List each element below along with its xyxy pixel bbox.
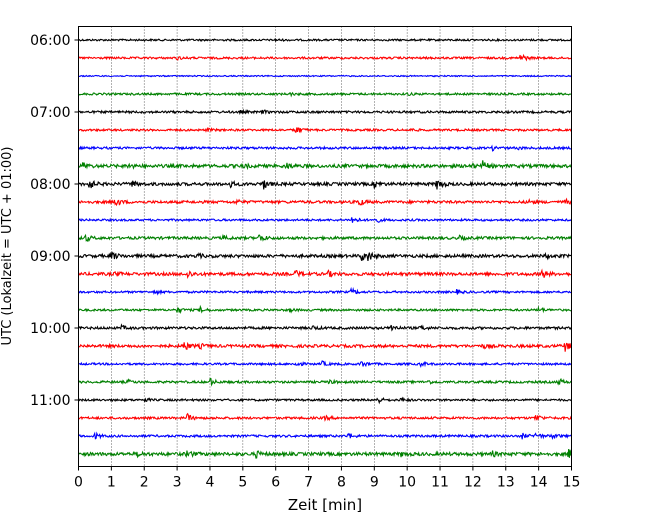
trace-line (78, 53, 572, 62)
x-axis: 0 1 2 3 4 5 6 7 8 9 10 11 12 13 14 15 (74, 466, 581, 491)
y-tick-label: 06:00 (30, 33, 70, 49)
x-tick-label: 6 (271, 475, 280, 491)
trace-line (78, 360, 572, 368)
x-axis-label: Zeit [min] (288, 496, 362, 514)
x-tick-label: 13 (497, 475, 515, 491)
plot-frame (78, 26, 572, 467)
trace-line (78, 197, 572, 207)
trace-line (78, 74, 572, 78)
x-tick-label: 15 (563, 475, 581, 491)
x-tick-label: 9 (370, 475, 379, 491)
trace-line (78, 377, 572, 387)
trace-line (78, 126, 572, 134)
x-tick-label: 11 (431, 475, 449, 491)
trace-line (78, 431, 572, 440)
trace-line (77, 323, 572, 332)
traces (77, 37, 573, 459)
trace-line (78, 160, 572, 171)
y-tick-label: 07:00 (30, 105, 70, 121)
x-tick-label: 3 (173, 475, 182, 491)
x-tick-label: 12 (464, 475, 482, 491)
trace-line (78, 91, 572, 98)
trace-line (78, 144, 572, 152)
x-tick-label: 8 (337, 475, 346, 491)
trace-line (78, 396, 572, 405)
trace-line (78, 341, 572, 352)
y-axis: 06:00 07:00 08:00 09:00 10:00 11:00 (30, 33, 79, 409)
y-tick-label: 08:00 (30, 177, 70, 193)
y-tick-label: 10:00 (30, 321, 70, 337)
trace-line (77, 179, 572, 190)
x-tick-label: 1 (107, 475, 116, 491)
x-tick-label: 2 (140, 475, 149, 491)
y-tick-label: 11:00 (30, 393, 70, 409)
trace-line (78, 448, 573, 459)
y-axis-label: UTC (Lokalzeit = UTC + 01:00) (0, 147, 15, 346)
trace-line (78, 108, 572, 116)
x-tick-label: 0 (74, 475, 83, 491)
trace-line (78, 304, 572, 315)
x-tick-label: 10 (398, 475, 416, 491)
grid (111, 26, 539, 467)
trace-line (78, 217, 572, 223)
trace-line (78, 268, 572, 279)
trace-line (78, 412, 573, 422)
trace-line (78, 37, 572, 43)
x-tick-label: 7 (304, 475, 313, 491)
trace-line (78, 286, 572, 296)
trace-line (78, 233, 572, 243)
x-tick-label: 14 (530, 475, 548, 491)
x-tick-label: 4 (206, 475, 215, 491)
trace-line (77, 251, 572, 262)
y-tick-label: 09:00 (30, 249, 70, 265)
x-tick-label: 5 (238, 475, 247, 491)
